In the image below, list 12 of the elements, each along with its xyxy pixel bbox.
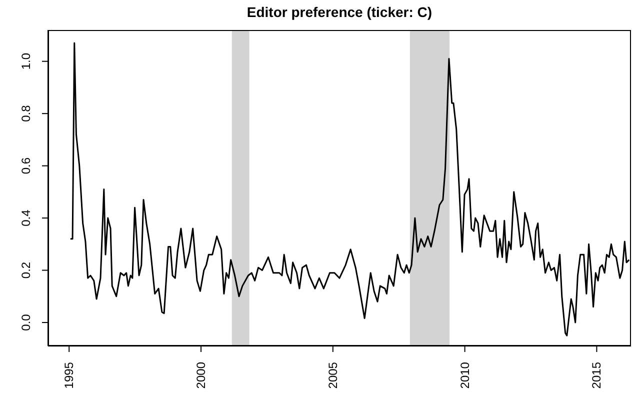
chart-title: Editor preference (ticker: C) (246, 4, 434, 20)
x-tick-label: 2005 (326, 362, 340, 389)
y-tick-label: 0.4 (19, 209, 33, 226)
x-tick-label: 2015 (590, 362, 604, 389)
x-tick-label: 2010 (458, 362, 472, 389)
y-tick-label: 0.2 (19, 262, 33, 279)
y-tick-label: 1.0 (19, 52, 33, 70)
y-tick-label: 0.8 (19, 104, 33, 122)
x-tick-label: 1995 (62, 362, 76, 389)
y-tick-label: 0.6 (19, 157, 33, 174)
x-tick-label: 2000 (194, 362, 208, 389)
y-tick-label: 0.0 (19, 314, 33, 331)
